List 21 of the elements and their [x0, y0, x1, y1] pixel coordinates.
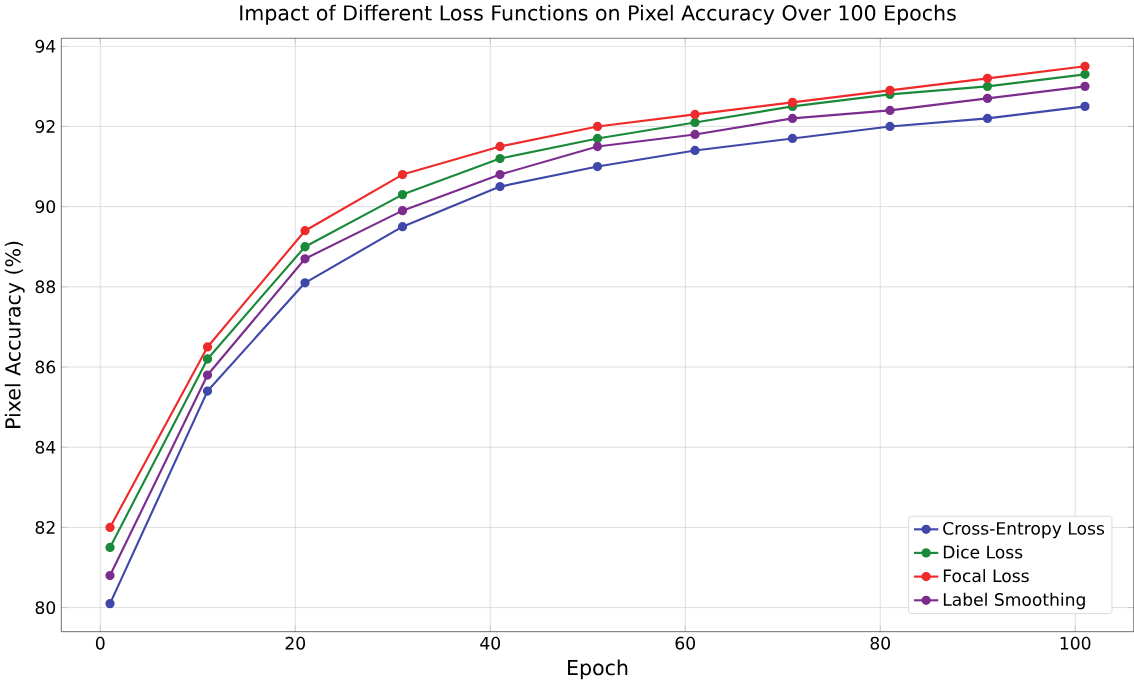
legend-label: Cross-Entropy Loss	[943, 521, 1105, 539]
x-tick-label: 0	[95, 636, 105, 650]
x-tick-label: 60	[675, 636, 695, 650]
y-tick-label: 88	[35, 280, 56, 294]
y-tick-label: 92	[35, 119, 55, 133]
x-tick-label: 20	[285, 636, 306, 650]
x-tick-label: 100	[1060, 636, 1091, 650]
y-tick-label: 84	[35, 440, 56, 454]
y-tick-label: 94	[35, 39, 56, 53]
x-tick-label: 40	[480, 636, 500, 650]
chart-title: Impact of Different Loss Functions on Pixel Accuracy Over 100 Epochs	[240, 4, 956, 25]
y-axis-title: Pixel Accuracy (%)	[4, 241, 25, 428]
y-tick-label: 80	[35, 601, 56, 615]
x-axis-title: Epoch	[568, 659, 628, 680]
legend-label: Label Smoothing	[943, 592, 1085, 610]
y-tick-label: 82	[35, 520, 55, 534]
x-tick-label: 80	[870, 636, 890, 650]
legend-label: Focal Loss	[943, 568, 1029, 583]
legend-label: Dice Loss	[943, 545, 1023, 559]
y-tick-label: 86	[35, 360, 56, 374]
y-tick-label: 90	[35, 200, 56, 214]
